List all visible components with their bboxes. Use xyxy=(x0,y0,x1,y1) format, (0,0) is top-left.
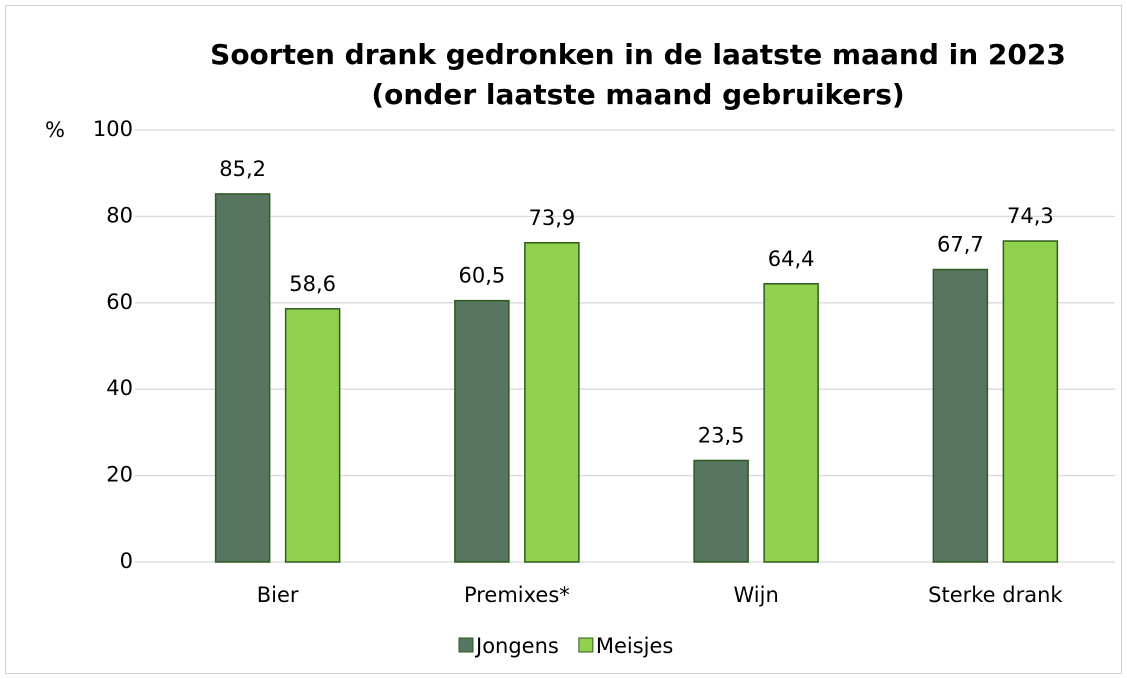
x-tick-label: Wijn xyxy=(733,583,778,607)
y-axis-label: % xyxy=(45,118,65,142)
data-label: 73,9 xyxy=(528,206,575,230)
y-tick-label: 0 xyxy=(120,549,133,573)
y-tick-label: 100 xyxy=(93,117,133,141)
legend-swatch xyxy=(458,637,474,653)
chart-title: Soorten drank gedronken in de laatste ma… xyxy=(210,38,1066,71)
bar xyxy=(284,308,341,563)
y-tick-label: 40 xyxy=(106,376,133,400)
x-tick-label: Sterke drank xyxy=(928,583,1063,607)
data-label: 64,4 xyxy=(768,247,815,271)
bar xyxy=(763,283,819,563)
legend-swatch xyxy=(578,637,594,653)
legend-label: Meisjes xyxy=(596,634,674,658)
bar xyxy=(1002,240,1059,563)
chart-title: (onder laatste maand gebruikers) xyxy=(371,78,904,111)
y-tick-label: 80 xyxy=(106,203,133,227)
bar xyxy=(454,299,510,563)
x-tick-label: Bier xyxy=(257,583,299,607)
data-label: 23,5 xyxy=(698,423,745,447)
data-label: 85,2 xyxy=(219,157,266,181)
bar xyxy=(214,193,271,563)
bar xyxy=(524,242,580,563)
x-tick-label: Premixes* xyxy=(464,583,570,607)
data-label: 67,7 xyxy=(937,233,984,257)
bar xyxy=(693,459,749,563)
y-tick-label: 60 xyxy=(106,290,133,314)
y-tick-label: 20 xyxy=(106,463,133,487)
data-label: 60,5 xyxy=(458,264,505,288)
bar xyxy=(932,268,989,563)
data-label: 74,3 xyxy=(1007,204,1054,228)
data-label: 58,6 xyxy=(289,272,336,296)
legend-label: Jongens xyxy=(474,634,559,658)
